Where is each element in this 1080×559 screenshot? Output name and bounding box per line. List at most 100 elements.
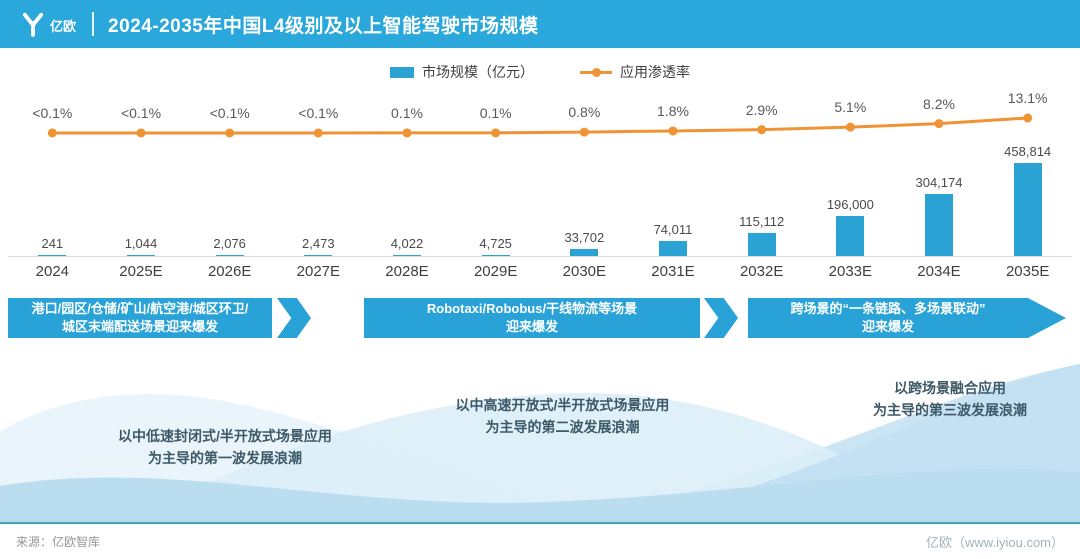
wave-caption-3-line2: 为主导的第三波发展浪潮 <box>873 401 1027 418</box>
wave-caption-3: 以跨场景融合应用 为主导的第三波发展浪潮 <box>795 378 1080 421</box>
penetration-data-point <box>668 126 678 136</box>
wave-caption-3-line1: 以跨场景融合应用 <box>894 380 1006 396</box>
x-axis-year-label: 2028E <box>385 263 429 280</box>
market-size-value: 304,174 <box>915 175 963 190</box>
penetration-data-point <box>579 127 589 137</box>
stage-banner-2-line1: Robotaxi/Robobus/干线物流等场景 <box>426 300 638 316</box>
header-bar: 亿欧 2024-2035年中国L4级别及以上智能驾驶市场规模 <box>0 0 1080 48</box>
x-axis-year-label: 2029E <box>473 263 518 280</box>
penetration-data-point <box>47 128 57 138</box>
market-size-value: 2,076 <box>213 236 246 251</box>
market-size-value: 115,112 <box>739 214 785 229</box>
brand-logo-text: 亿欧 <box>50 19 77 34</box>
chevron-arrow-icon <box>277 298 311 338</box>
wave-caption-2: 以中高速开放式/半开放式场景应用 为主导的第二波发展浪潮 <box>390 395 735 438</box>
stage-banner-3: 跨场景的“一条链路、多场景联动” 迎来爆发 <box>748 298 1028 338</box>
wave-caption-1-line2: 为主导的第一波发展浪潮 <box>148 449 302 466</box>
wave-caption-1-line1: 以中低速封闭式/半开放式场景应用 <box>118 428 332 444</box>
market-size-value: 458,814 <box>1004 144 1052 159</box>
yiou-logo-icon <box>22 12 44 37</box>
penetration-label: <0.1% <box>32 104 73 121</box>
market-size-bar <box>127 255 155 256</box>
market-size-bar <box>925 194 953 256</box>
market-size-bar <box>481 255 510 256</box>
market-size-value: 196,000 <box>826 197 874 212</box>
legend-item-market-size: 市场规模（亿元） <box>390 62 534 82</box>
line-legend-swatch <box>580 67 612 77</box>
bar-legend-swatch <box>390 66 414 78</box>
header-divider <box>92 12 95 36</box>
x-axis-year-label: 2030E <box>562 263 607 280</box>
x-axis-baseline <box>8 256 1072 257</box>
chart-area: 市场规模（亿元） 应用渗透率 <0.1% 241 2024 <0.1% 1,044 202… <box>0 48 1080 296</box>
penetration-data-point <box>136 128 146 138</box>
stage-banner-row: 港口/园区/仓储/矿山/航空港/城区环卫/ 城区末端配送场景迎来爆发 Robot… <box>8 298 1074 338</box>
stage-banner-1-line2: 城区末端配送场景迎来爆发 <box>61 319 218 334</box>
market-size-value: 4,725 <box>479 236 512 251</box>
penetration-label: 0.8% <box>568 104 601 121</box>
market-size-bar <box>570 249 599 256</box>
footer-divider-line <box>0 522 1080 524</box>
market-size-value: 1,044 <box>124 236 158 251</box>
chevron-arrow-icon <box>704 298 738 338</box>
x-axis-year-label: 2032E <box>739 263 784 280</box>
wave-section: 以中低速封闭式/半开放式场景应用 为主导的第一波发展浪潮 以中高速开放式/半开放… <box>0 340 1080 522</box>
arrow-tip-icon <box>1028 298 1066 338</box>
stage-banner-3-line2: 迎来爆发 <box>861 319 914 334</box>
penetration-label: 0.1% <box>479 104 512 121</box>
site-credit: 亿欧（www.iyiou.com） <box>926 535 1064 550</box>
market-size-bar <box>304 255 333 256</box>
footer: 来源：亿欧智库 亿欧（www.iyiou.com） <box>0 524 1080 559</box>
brand-logo: 亿欧 <box>20 11 76 37</box>
wave-caption-2-line1: 以中高速开放式/半开放式场景应用 <box>455 397 670 413</box>
page-title: 2024-2035年中国L4级别及以上智能驾驶市场规模 <box>108 15 539 37</box>
market-size-value: 33,702 <box>564 230 605 245</box>
penetration-data-point <box>313 128 323 138</box>
market-size-value: 2,473 <box>302 236 335 251</box>
stage-banner-2-line2: 迎来爆发 <box>505 319 558 334</box>
market-size-bar <box>1013 163 1042 256</box>
x-axis-year-label: 2034E <box>917 263 961 280</box>
x-axis-year-label: 2035E <box>1005 263 1050 280</box>
bar-legend-label: 市场规模（亿元） <box>422 64 534 80</box>
x-axis-year-label: 2033E <box>828 263 873 280</box>
penetration-label: 5.1% <box>834 99 867 116</box>
x-axis-year-label: 2025E <box>119 263 163 280</box>
wave-caption-1: 以中低速封闭式/半开放式场景应用 为主导的第一波发展浪潮 <box>60 426 390 469</box>
market-size-bar <box>747 233 776 256</box>
penetration-label: 0.1% <box>391 104 423 121</box>
market-size-bar <box>659 241 687 256</box>
stage-banner-1-line1: 港口/园区/仓储/矿山/航空港/城区环卫/ <box>31 300 249 316</box>
penetration-data-point <box>757 125 767 135</box>
market-size-bar <box>215 255 244 256</box>
penetration-data-point <box>845 122 855 132</box>
legend-item-penetration: 应用渗透率 <box>580 62 690 82</box>
penetration-data-point <box>225 128 235 138</box>
source-note: 来源：亿欧智库 <box>16 535 101 549</box>
penetration-trend-line <box>47 113 1033 138</box>
market-size-bar <box>393 255 421 256</box>
penetration-label: 8.2% <box>923 95 955 112</box>
penetration-label: 13.1% <box>1007 90 1048 106</box>
penetration-label: 2.9% <box>745 101 778 118</box>
x-axis-year-label: 2026E <box>207 263 252 280</box>
stage-banner-3-line1: 跨场景的“一条链路、多场景联动” <box>790 300 986 316</box>
market-size-value: 241 <box>41 236 64 251</box>
penetration-label: <0.1% <box>209 104 250 121</box>
penetration-data-point <box>402 128 412 138</box>
wave-caption-2-line2: 为主导的第二波发展浪潮 <box>485 418 640 435</box>
x-axis-year-label: 2024 <box>35 263 70 280</box>
x-axis-year-label: 2031E <box>651 263 695 280</box>
chart-legend: 市场规模（亿元） 应用渗透率 <box>0 62 1080 82</box>
stage-banner-2: Robotaxi/Robobus/干线物流等场景 迎来爆发 <box>364 298 700 338</box>
penetration-label: 1.8% <box>657 102 689 119</box>
penetration-data-point <box>491 128 501 138</box>
penetration-data-point <box>1023 113 1033 123</box>
x-axis-year-label: 2027E <box>296 263 341 280</box>
market-size-value: 4,022 <box>390 236 424 251</box>
market-size-bar <box>38 255 67 256</box>
stage-banner-1: 港口/园区/仓储/矿山/航空港/城区环卫/ 城区末端配送场景迎来爆发 <box>8 298 272 338</box>
line-legend-dot <box>591 67 601 77</box>
line-legend-label: 应用渗透率 <box>620 64 690 80</box>
